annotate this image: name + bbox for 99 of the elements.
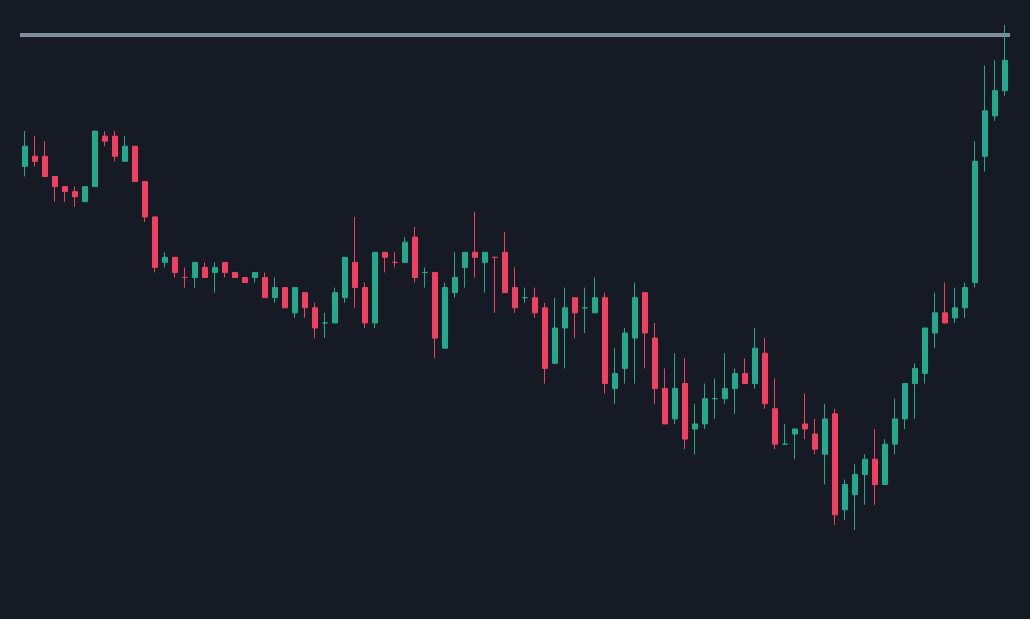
candlestick — [332, 287, 338, 324]
candlestick — [732, 367, 738, 415]
candlestick — [582, 287, 588, 334]
candlestick — [452, 251, 458, 299]
candlestick — [32, 135, 38, 167]
candlestick — [242, 277, 248, 284]
candlestick — [702, 383, 708, 430]
candlestick — [642, 292, 648, 369]
candlestick — [622, 327, 628, 385]
candlestick — [352, 216, 358, 309]
candlestick — [92, 130, 98, 188]
candlestick — [212, 261, 218, 294]
candlestick — [592, 277, 598, 314]
candlestick — [392, 251, 398, 268]
candlestick — [442, 282, 448, 349]
candlestick — [782, 423, 788, 445]
candlestick — [52, 176, 58, 203]
candlestick — [462, 251, 468, 289]
candlestick — [122, 135, 128, 162]
candlestick — [752, 327, 758, 390]
candlestick — [322, 312, 328, 339]
candlestick — [952, 287, 958, 324]
candlestick — [812, 418, 818, 455]
candlestick — [922, 327, 928, 385]
candlestick — [632, 282, 638, 385]
candlestick — [682, 357, 688, 450]
candlestick — [62, 186, 68, 203]
candlestick — [22, 130, 28, 177]
candlestick — [272, 277, 278, 304]
candlestick — [672, 352, 678, 425]
candlestick — [612, 347, 618, 405]
candlestick — [652, 322, 658, 405]
candlestick — [722, 352, 728, 405]
candlestick — [972, 140, 978, 289]
candlestick — [362, 282, 368, 329]
candlestick — [882, 438, 888, 486]
candlestick — [532, 287, 538, 319]
candlestick — [872, 428, 878, 506]
candlestick — [192, 261, 198, 289]
candlestick — [802, 393, 808, 440]
candlestick — [862, 453, 868, 506]
candlestick — [942, 282, 948, 324]
candlestick — [932, 292, 938, 349]
candlestick — [72, 186, 78, 208]
candlestick — [482, 251, 488, 294]
candlestick — [302, 292, 308, 319]
candlestick — [292, 287, 298, 319]
candlestick — [902, 383, 908, 430]
candlestick — [572, 297, 578, 339]
candlestick — [152, 216, 158, 273]
candlestick — [832, 408, 838, 526]
candlestick — [252, 271, 258, 284]
candlestick — [1002, 24, 1008, 97]
candlestick — [342, 256, 348, 304]
candlestick — [502, 231, 508, 294]
candlestick — [892, 398, 898, 455]
candlestick — [962, 282, 968, 319]
candlestick — [742, 357, 748, 385]
candlestick — [912, 362, 918, 420]
candlestick — [422, 266, 428, 289]
candlestick — [772, 378, 778, 450]
candlestick — [382, 251, 388, 273]
candlestick — [162, 251, 168, 268]
candlestick — [992, 59, 998, 122]
candlestick — [522, 287, 528, 304]
candlestick — [222, 261, 228, 278]
candlestick — [492, 256, 498, 314]
candlestick — [552, 297, 558, 364]
candlestick — [262, 271, 268, 299]
candlestick — [602, 292, 608, 395]
candlestick — [42, 140, 48, 177]
candlestick — [102, 130, 108, 147]
candlestick — [512, 266, 518, 314]
candlestick — [282, 287, 288, 309]
candlestick — [762, 337, 768, 410]
candlestick — [112, 130, 118, 162]
candlestick — [132, 145, 138, 183]
candlestick — [142, 181, 148, 223]
candlestick — [232, 271, 238, 278]
candlestick — [712, 378, 718, 420]
candlestick — [312, 302, 318, 339]
candlestick — [172, 256, 178, 278]
candlestick — [842, 479, 848, 521]
candlestick — [432, 271, 438, 359]
candlestick — [82, 186, 88, 203]
candlestick — [822, 403, 828, 486]
candlestick — [662, 367, 668, 425]
candlestick — [412, 226, 418, 284]
candlestick — [182, 266, 188, 289]
candlestick — [472, 211, 478, 278]
candlestick — [982, 64, 988, 172]
candlestick — [792, 428, 798, 460]
candlestick — [202, 261, 208, 278]
candlestick — [542, 302, 548, 385]
candlestick — [402, 236, 408, 263]
candlestick — [852, 463, 858, 531]
candlestick — [372, 251, 378, 329]
candlestick — [692, 403, 698, 455]
candlestick — [562, 287, 568, 369]
